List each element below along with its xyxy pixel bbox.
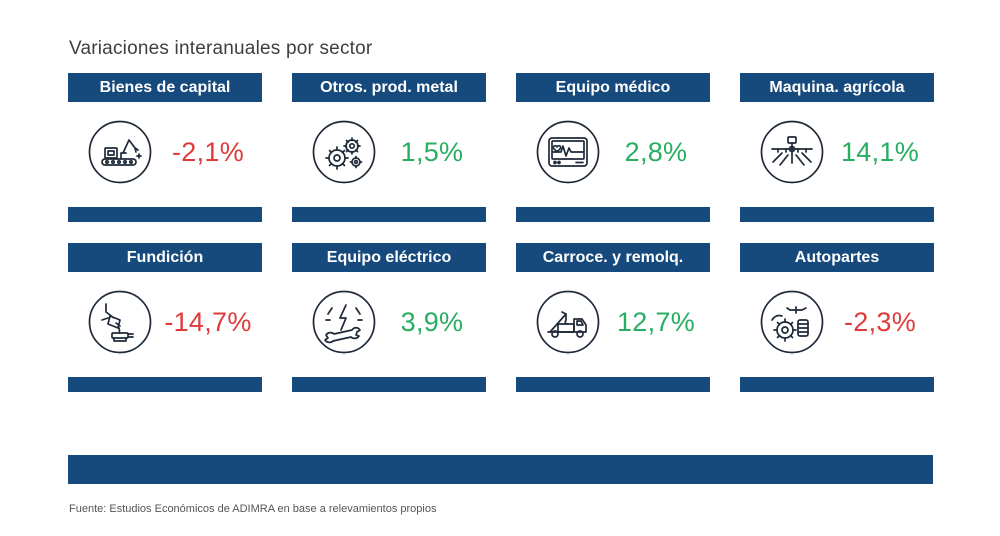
sector-name: Equipo médico [516, 73, 710, 102]
sector-card-maquina-agricola: Maquina. agrícola 14,1% [740, 73, 934, 222]
industrial-robot-icon [88, 120, 152, 184]
card-footer-bar [68, 207, 262, 222]
card-footer-bar [516, 377, 710, 392]
heart-monitor-icon [536, 120, 600, 184]
gears-icon [312, 120, 376, 184]
sector-name: Autopartes [740, 243, 934, 272]
crop-sprayer-icon [760, 120, 824, 184]
chart-title: Variaciones interanuales por sector [69, 38, 373, 59]
sector-name: Equipo eléctrico [292, 243, 486, 272]
sector-card-bienes-de-capital: Bienes de capital -2,1% [68, 73, 262, 222]
bottom-band [68, 455, 933, 484]
card-footer-bar [292, 207, 486, 222]
sector-card-equipo-medico: Equipo médico 2,8% [516, 73, 710, 222]
auto-parts-icon [760, 290, 824, 354]
sector-card-autopartes: Autopartes -2,3% [740, 243, 934, 392]
sector-value: 2,8% [624, 137, 688, 167]
sector-name: Maquina. agrícola [740, 73, 934, 102]
sector-value: -2,1% [171, 137, 245, 167]
sector-card-fundicion: Fundición -14,7% [68, 243, 262, 392]
sector-name: Bienes de capital [68, 73, 262, 102]
sector-name: Fundición [68, 243, 262, 272]
electric-wrench-icon [312, 290, 376, 354]
sector-value: 12,7% [616, 307, 696, 337]
sector-name: Carroce. y remolq. [516, 243, 710, 272]
sector-card-equipo-electrico: Equipo eléctrico 3,9% [292, 243, 486, 392]
sector-value: 3,9% [400, 307, 464, 337]
sector-card-otros-prod-metal: Otros. prod. metal 1,5% [292, 73, 486, 222]
card-footer-bar [292, 377, 486, 392]
card-footer-bar [740, 377, 934, 392]
card-footer-bar [68, 377, 262, 392]
sector-value: 1,5% [400, 137, 464, 167]
tow-truck-icon [536, 290, 600, 354]
source-note: Fuente: Estudios Económicos de ADIMRA en… [69, 503, 437, 515]
sector-value: 14,1% [840, 137, 920, 167]
sector-card-carroce-y-remolq: Carroce. y remolq. 12,7% [516, 243, 710, 392]
sector-value: -2,3% [843, 307, 917, 337]
sector-name: Otros. prod. metal [292, 73, 486, 102]
card-footer-bar [740, 207, 934, 222]
foundry-ladle-icon [88, 290, 152, 354]
sector-value: -14,7% [164, 307, 252, 337]
card-footer-bar [516, 207, 710, 222]
